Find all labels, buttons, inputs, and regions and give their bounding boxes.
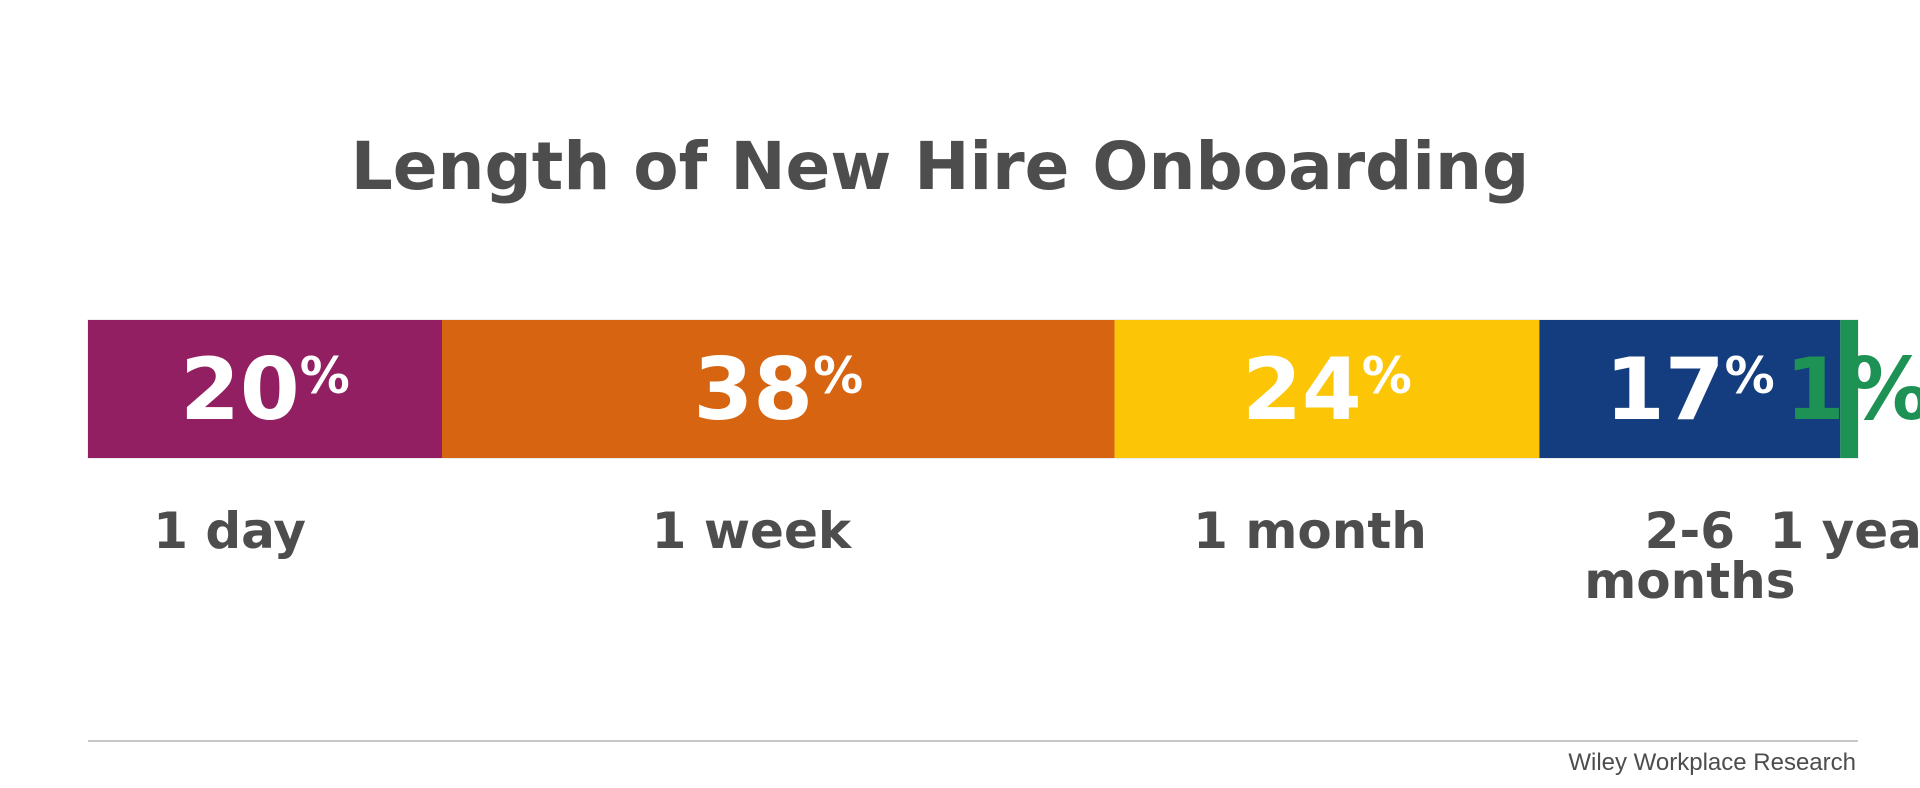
value-unit: % [1362, 347, 1412, 405]
value-labels: 20%38%24%17%1% [180, 340, 1920, 440]
value-label: 20% [180, 340, 350, 440]
bar-segment-2-6-months [1539, 320, 1841, 458]
value-unit: % [813, 347, 863, 405]
value-unit: % [1845, 340, 1920, 440]
bar-segment-1-month [1114, 320, 1540, 458]
value-unit: % [1725, 347, 1775, 405]
category-label-1-year: 1 year [1769, 502, 1920, 560]
bar-group [87, 319, 1859, 459]
value-unit: % [300, 347, 350, 405]
category-label-2-6-months: 2-6 months [1584, 502, 1795, 610]
category-label-1-month: 1 month [1193, 502, 1427, 560]
bar-segment-1-week [442, 320, 1115, 458]
value-number: 38 [693, 340, 813, 440]
bar-segment-1-day [88, 320, 442, 458]
footer-divider [88, 740, 1858, 742]
category-label-1-day: 1 day [153, 502, 306, 560]
chart-title: Length of New Hire Onboarding [350, 128, 1530, 205]
category-label-line: 2-6 [1645, 502, 1735, 560]
category-label-line: months [1584, 552, 1795, 610]
value-number: 20 [180, 340, 300, 440]
value-label: 17% [1605, 340, 1775, 440]
value-number: 24 [1242, 340, 1362, 440]
value-number: 17 [1605, 340, 1725, 440]
value-label: 24% [1242, 340, 1412, 440]
value-label: 38% [693, 340, 863, 440]
value-number: 1 [1785, 340, 1845, 440]
category-label-1-week: 1 week [652, 502, 853, 560]
bar-segment-1-year [1840, 320, 1858, 458]
source-credit: Wiley Workplace Research [1568, 749, 1856, 776]
value-label: 1% [1785, 340, 1920, 440]
